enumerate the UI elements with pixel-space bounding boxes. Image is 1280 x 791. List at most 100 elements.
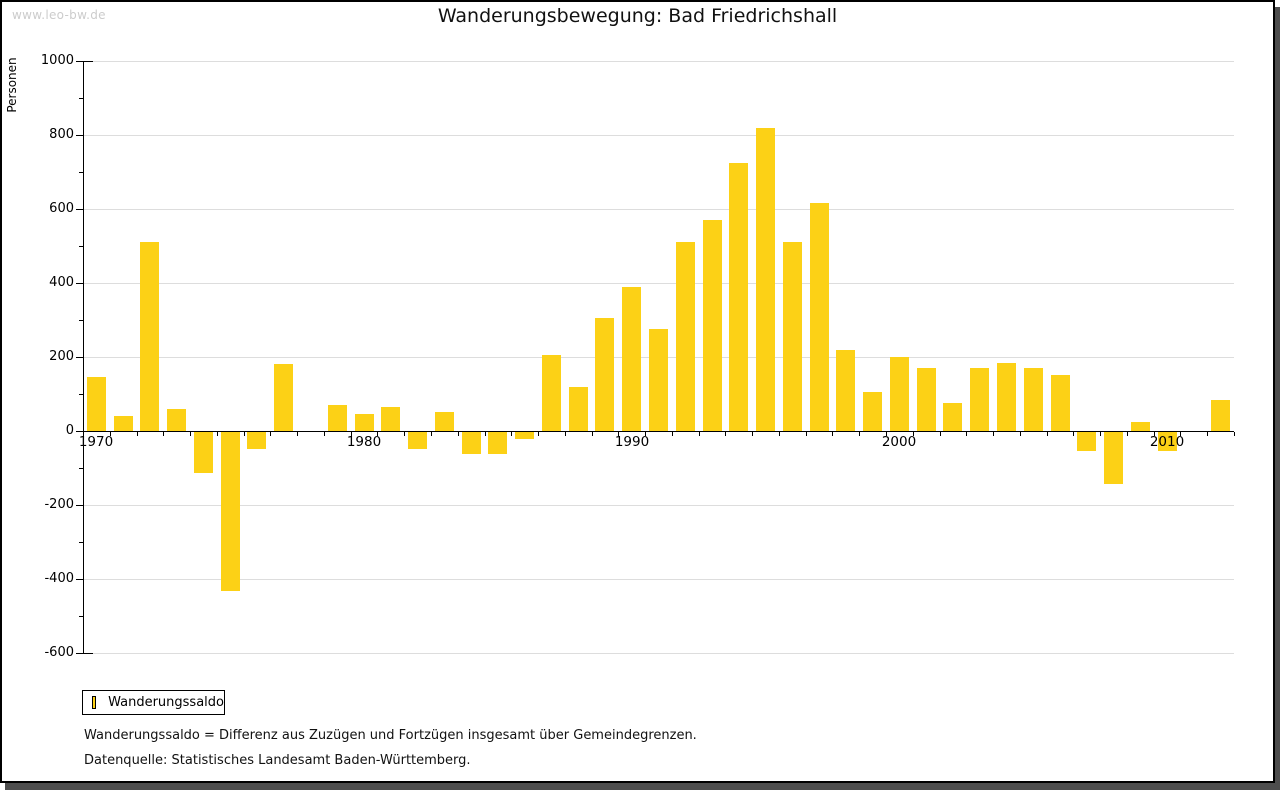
y-minor-tick xyxy=(79,542,83,543)
y-tick xyxy=(76,209,83,210)
watermark: www.leo-bw.de xyxy=(12,8,106,22)
footnote-source: Datenquelle: Statistisches Landesamt Bad… xyxy=(84,753,471,768)
x-tick xyxy=(1154,432,1155,436)
x-tick xyxy=(1180,432,1181,436)
y-tick xyxy=(76,357,83,358)
y-tick-label: 600 xyxy=(49,201,74,216)
bar-2008 xyxy=(1104,432,1123,484)
gridline xyxy=(83,579,1234,580)
bar-2001 xyxy=(917,368,936,431)
y-tick xyxy=(76,431,83,432)
bar-1989 xyxy=(595,318,614,431)
bar-1986 xyxy=(515,432,534,439)
gridline xyxy=(83,209,1234,210)
y-tick-label: 800 xyxy=(49,127,74,142)
x-tick xyxy=(377,432,378,436)
x-tick xyxy=(270,432,271,436)
bar-2002 xyxy=(943,403,962,431)
x-tick xyxy=(1207,432,1208,436)
x-tick xyxy=(190,432,191,436)
gridline xyxy=(83,653,1234,654)
bar-1971 xyxy=(114,416,133,431)
x-tick xyxy=(431,432,432,436)
x-tick xyxy=(940,432,941,436)
x-tick xyxy=(645,432,646,436)
bar-1972 xyxy=(140,242,159,431)
bar-1998 xyxy=(836,350,855,431)
bar-1985 xyxy=(488,432,507,454)
x-tick xyxy=(1100,432,1101,436)
y-tick-label: 200 xyxy=(49,349,74,364)
bar-1987 xyxy=(542,355,561,431)
bar-1970 xyxy=(87,377,106,431)
bar-1997 xyxy=(810,203,829,431)
bar-1975 xyxy=(221,432,240,591)
x-tick xyxy=(1127,432,1128,436)
chart-title: Wanderungsbewegung: Bad Friedrichshall xyxy=(437,5,838,27)
gridline xyxy=(83,283,1234,284)
x-axis-line xyxy=(83,431,1234,432)
y-tick-label: 0 xyxy=(65,423,74,438)
y-tick-label: 400 xyxy=(49,275,74,290)
x-tick xyxy=(565,432,566,436)
y-tick-label: 1000 xyxy=(40,53,74,68)
y-minor-tick xyxy=(79,320,83,321)
legend-label: Wanderungssaldo xyxy=(108,695,224,710)
y-minor-tick xyxy=(79,172,83,173)
x-tick xyxy=(1047,432,1048,436)
bar-1996 xyxy=(783,242,802,431)
y-tick xyxy=(76,135,83,136)
y-tick xyxy=(76,653,83,654)
bar-2010 xyxy=(1158,432,1177,451)
bar-1974 xyxy=(194,432,213,473)
legend-swatch-icon xyxy=(92,696,97,709)
x-tick xyxy=(618,432,619,436)
x-tick xyxy=(592,432,593,436)
bar-1982 xyxy=(408,432,427,449)
x-tick xyxy=(886,432,887,436)
y-tick xyxy=(76,505,83,506)
x-tick xyxy=(672,432,673,436)
bar-1973 xyxy=(167,409,186,431)
x-tick xyxy=(1073,432,1074,436)
axis-corner-bottom xyxy=(83,653,93,654)
legend: Wanderungssaldo xyxy=(82,690,225,715)
x-tick xyxy=(1020,432,1021,436)
x-tick xyxy=(725,432,726,436)
bar-1988 xyxy=(569,387,588,431)
x-tick xyxy=(511,432,512,436)
bar-1993 xyxy=(703,220,722,431)
bar-2000 xyxy=(890,357,909,431)
bar-2006 xyxy=(1051,375,1070,431)
gridline xyxy=(83,135,1234,136)
bar-2007 xyxy=(1077,432,1096,451)
x-tick xyxy=(137,432,138,436)
x-tick xyxy=(993,432,994,436)
bar-1999 xyxy=(863,392,882,431)
x-tick xyxy=(699,432,700,436)
bar-1991 xyxy=(649,329,668,431)
x-tick xyxy=(752,432,753,436)
y-tick xyxy=(76,61,83,62)
plot-area: -600 -400 -200 0 200 400 600 800 1000 1970 1980 199… xyxy=(2,2,1273,781)
bar-2012 xyxy=(1211,400,1230,431)
bar-1995 xyxy=(756,128,775,431)
x-tick xyxy=(966,432,967,436)
axis-corner-top xyxy=(83,61,93,62)
x-tick xyxy=(458,432,459,436)
bar-1983 xyxy=(435,412,454,431)
x-tick-label: 2000 xyxy=(881,434,917,450)
bar-1976 xyxy=(247,432,266,449)
x-tick xyxy=(297,432,298,436)
x-tick xyxy=(404,432,405,436)
footnote-definition: Wanderungssaldo = Differenz aus Zuzügen … xyxy=(84,728,697,743)
bar-1979 xyxy=(328,405,347,431)
bar-1990 xyxy=(622,287,641,431)
x-tick xyxy=(351,432,352,436)
y-minor-tick xyxy=(79,246,83,247)
x-tick xyxy=(485,432,486,436)
x-tick-label: 2010 xyxy=(1149,434,1185,450)
bar-1994 xyxy=(729,163,748,431)
y-minor-tick xyxy=(79,394,83,395)
